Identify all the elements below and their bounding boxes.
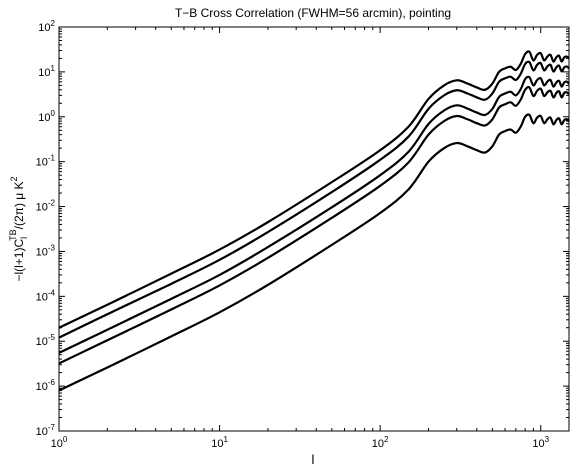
- series-line-5: [58, 113, 570, 392]
- y-tick-label: 10-2: [36, 199, 56, 214]
- y-tick-label: 10-5: [36, 333, 56, 348]
- y-axis-label-sub: l: [19, 237, 29, 239]
- x-axis-label: l: [312, 452, 315, 467]
- plot-frame: [58, 26, 570, 432]
- y-axis-label-sup: TB: [8, 229, 18, 241]
- x-tick-label: 103: [532, 435, 549, 450]
- chart-title: T−B Cross Correlation (FWHM=56 arcmin), …: [175, 6, 451, 20]
- series-line-1: [58, 50, 570, 329]
- y-tick-label: 102: [38, 19, 55, 34]
- y-tick-label: 100: [38, 109, 55, 124]
- series-lines: [58, 50, 570, 392]
- series-line-2: [58, 60, 570, 339]
- series-line-4: [58, 86, 570, 365]
- y-axis-label-middle: /(2π) μ K: [12, 181, 26, 229]
- x-tick-label: 101: [211, 435, 228, 450]
- y-tick-label: 10-4: [36, 288, 56, 303]
- y-axis-label-prefix: −l(l+1)C: [12, 239, 26, 282]
- tick-labels: 10-7 10-6 10-5 10-4 10-3 10-2 10-1 100 101 102 100…: [36, 19, 550, 450]
- series-line-3: [58, 75, 570, 354]
- y-axis-label-sup2: 2: [9, 176, 19, 181]
- y-tick-label: 10-3: [36, 243, 56, 258]
- tick-marks: [58, 26, 569, 432]
- y-axis-label: −l(l+1)ClTB/(2π) μ K2: [8, 176, 29, 281]
- y-tick-label: 101: [38, 64, 55, 79]
- x-tick-label: 100: [51, 435, 68, 450]
- x-tick-label: 102: [372, 435, 389, 450]
- y-tick-label: 10-7: [36, 423, 56, 438]
- y-tick-label: 10-1: [36, 154, 56, 169]
- y-tick-label: 10-6: [36, 378, 56, 393]
